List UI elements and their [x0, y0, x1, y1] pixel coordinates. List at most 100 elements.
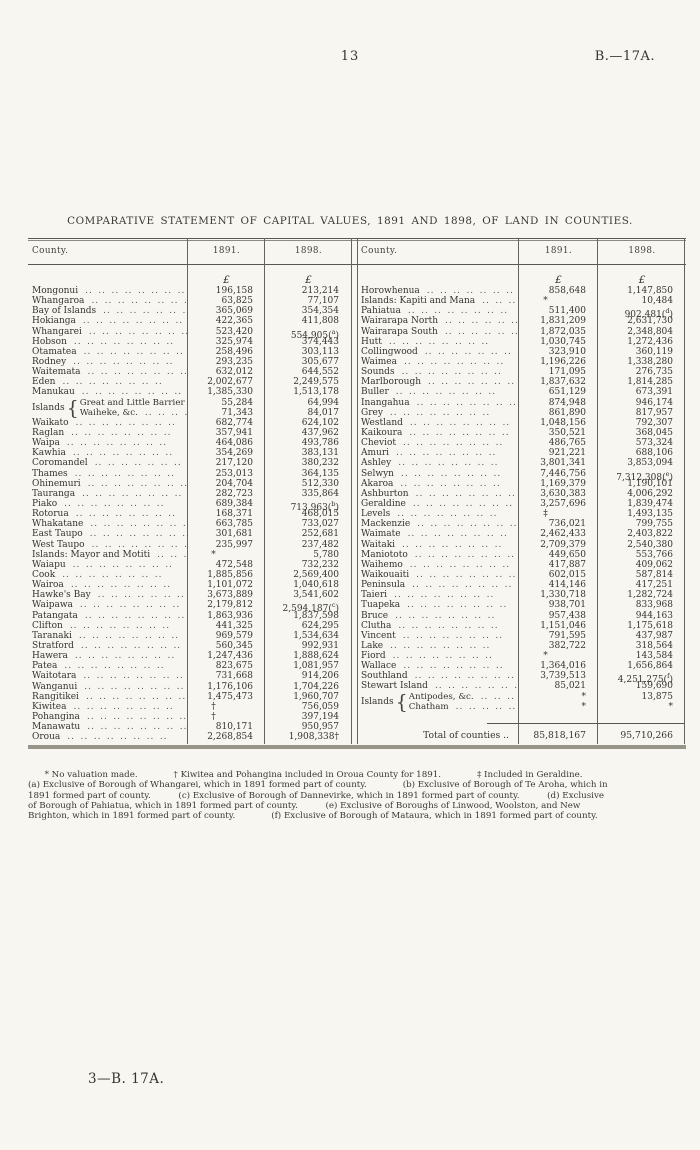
left-rows: Mongonui.. .. .. .. .. .. .. .. 196,158 21…	[28, 286, 352, 742]
table-bottom-rule	[28, 745, 686, 749]
column-divider	[187, 238, 188, 744]
table-row: Waiapu.. .. .. .. .. .. .. .. 472,548 732,…	[32, 559, 339, 570]
table-row: Waimea.. .. .. .. .. .. .. .. 1,196,226 1,…	[361, 356, 673, 367]
page-number: 13	[340, 49, 360, 64]
table-row: Hawke's Bay.. .. .. .. .. .. .. .. 3,673,…	[32, 590, 339, 601]
table-row: Hokianga.. .. .. .. .. .. .. .. 422,365 41…	[32, 316, 339, 327]
doc-reference: B.—17A.	[594, 49, 655, 64]
pound-sign: £	[638, 274, 646, 286]
table-row: Oroua.. .. .. .. .. .. .. .. 2,268,854 1,9…	[32, 732, 339, 743]
table-row: Inangahua.. .. .. .. .. .. .. .. 874,948 9…	[361, 397, 673, 408]
table-row: Piako.. .. .. .. .. .. .. .. 689,384 713,9…	[32, 498, 339, 513]
table-row: Mongonui.. .. .. .. .. .. .. .. 196,158 21…	[32, 286, 339, 296]
table-row: Kiwitea.. .. .. .. .. .. .. .. † 756,059	[32, 701, 339, 712]
table-row: Hutt.. .. .. .. .. .. .. .. 1,030,745 1,27…	[361, 336, 673, 347]
half-divider-right	[357, 238, 358, 744]
table-row: Vincent.. .. .. .. .. .. .. .. 791,595 437…	[361, 630, 673, 641]
table-row: Raglan.. .. .. .. .. .. .. .. 357,941 437,…	[32, 427, 339, 438]
table-row: Manawatu.. .. .. .. .. .. .. .. 810,171 95…	[32, 722, 339, 733]
table-row: Patangata.. .. .. .. .. .. .. .. 1,863,93…	[32, 610, 339, 621]
footnote-line: 1891 formed part of county. (c) Exclusiv…	[28, 790, 604, 801]
table-row: Selwyn.. .. .. .. .. .. .. .. 7,446,756 7,…	[361, 468, 673, 483]
table-header: County. 1891. 1898.	[28, 238, 352, 264]
table-row: Patea.. .. .. .. .. .. .. .. 823,675 1,081…	[32, 661, 339, 672]
total-label: Total of counties ..	[423, 730, 509, 741]
table-row: Waipawa.. .. .. .. .. .. .. .. 2,179,812 2…	[32, 600, 339, 615]
table-row: Waipa.. .. .. .. .. .. .. .. 464,086 493,7…	[32, 438, 339, 449]
table-row: Grey.. .. .. .. .. .. .. .. 861,890 817,95…	[361, 407, 673, 418]
counties-table: County. 1891. 1898. £ £ Mongonui.. .. ..…	[28, 238, 686, 752]
table-group-row: Islands{Antipodes, &c... .. .. .. .. .. …	[361, 691, 673, 712]
table-row: Westland.. .. .. .. .. .. .. .. 1,048,156…	[361, 417, 673, 428]
table-row: Rodney.. .. .. .. .. .. .. .. 293,235 305,…	[32, 356, 339, 367]
table-row: Kawhia.. .. .. .. .. .. .. .. 354,269 383,…	[32, 448, 339, 459]
table-row: Whangarei.. .. .. .. .. .. .. .. 523,420 5…	[32, 326, 339, 341]
table-row: Ohinemuri.. .. .. .. .. .. .. .. 204,704 5…	[32, 478, 339, 489]
table-title: COMPARATIVE STATEMENT OF CAPITAL VALUES,…	[67, 215, 633, 227]
table-row: Bruce.. .. .. .. .. .. .. .. 957,438 944,1…	[361, 610, 673, 621]
year-1898-header: 1898.	[628, 246, 656, 256]
table-row: Peninsula.. .. .. .. .. .. .. .. 414,146 4…	[361, 580, 673, 591]
table-row: Hawera.. .. .. .. .. .. .. .. 1,247,436 1,…	[32, 651, 339, 662]
table-row: Tuapeka.. .. .. .. .. .. .. .. 938,701 833…	[361, 600, 673, 611]
table-row: Ashburton.. .. .. .. .. .. .. .. 3,630,38…	[361, 488, 673, 499]
table-row: Whakatane.. .. .. .. .. .. .. .. 663,785 7…	[32, 519, 339, 530]
county-header: County.	[361, 246, 398, 256]
table-row: West Taupo.. .. .. .. .. .. .. .. 235,997…	[32, 539, 339, 550]
table-right-half: County. 1891. 1898. £ £ Horowhenua.. .. …	[357, 238, 686, 748]
table-row: Sounds.. .. .. .. .. .. .. .. 171,095 276,…	[361, 367, 673, 378]
table-row: Manukau.. .. .. .. .. .. .. .. 1,385,330 1…	[32, 387, 339, 398]
total-rule	[487, 723, 685, 724]
pound-sign: £	[223, 274, 230, 286]
footnote-line: (a) Exclusive of Borough of Whangarei, w…	[28, 780, 608, 791]
right-rows: Horowhenua.. .. .. .. .. .. .. .. 858,648…	[357, 286, 686, 712]
table-row: Pohangina.. .. .. .. .. .. .. .. † 397,194	[32, 711, 339, 722]
table-row: Bay of Islands.. .. .. .. .. .. .. ..365…	[32, 306, 339, 317]
table-row: Kaikoura.. .. .. .. .. .. .. .. 350,521 36…	[361, 427, 673, 438]
table-row: Wairarapa North.. .. .. .. .. .. .. ..1,…	[361, 316, 673, 327]
year-1898-header: 1898.	[294, 246, 323, 256]
table-row: Islands: Mayor and Motiti.. .. .. .. .. …	[32, 549, 339, 560]
table-row: Clifton.. .. .. .. .. .. .. .. 441,325 624…	[32, 620, 339, 631]
footnote-line: Brighton, which in 1891 formed part of c…	[28, 811, 598, 822]
table-row: Wanganui.. .. .. .. .. .. .. .. 1,176,106…	[32, 681, 339, 692]
table-row: Fiord.. .. .. .. .. .. .. .. * 143,584	[361, 651, 673, 662]
table-row: Rotorua.. .. .. .. .. .. .. .. 168,371 468…	[32, 509, 339, 520]
table-row: Waimate.. .. .. .. .. .. .. .. 2,462,433 2…	[361, 529, 673, 540]
table-row: Waitaki.. .. .. .. .. .. .. .. 2,709,379 2…	[361, 539, 673, 550]
table-row: Taieri.. .. .. .. .. .. .. .. 1,330,718 1,…	[361, 590, 673, 601]
table-row: Stewart Island.. .. .. .. .. .. .. ..85,…	[361, 681, 673, 692]
table-left-half: County. 1891. 1898. £ £ Mongonui.. .. ..…	[28, 238, 352, 748]
year-1891-header: 1891.	[544, 246, 573, 256]
county-header: County.	[32, 246, 69, 256]
table-row: Coromandel.. .. .. .. .. .. .. .. 217,120…	[32, 458, 339, 469]
currency-row: £ £	[357, 264, 686, 287]
table-row: Maniototo.. .. .. .. .. .. .. .. 449,650 5…	[361, 549, 673, 560]
table-row: Wallace.. .. .. .. .. .. .. .. 1,364,016 1…	[361, 661, 673, 672]
total-row: Total of counties .. 85,818,167 95,710,2…	[357, 730, 686, 742]
table-row: Southland.. .. .. .. .. .. .. .. 3,739,51…	[361, 671, 673, 686]
brace-glyph: {	[66, 397, 79, 418]
table-row: Pahiatua.. .. .. .. .. .. .. .. 511,400 90…	[361, 306, 673, 321]
column-divider	[264, 238, 265, 744]
table-row: Waikato.. .. .. .. .. .. .. .. 682,774 624…	[32, 417, 339, 428]
currency-row: £ £	[28, 264, 352, 287]
table-row: Cheviot.. .. .. .. .. .. .. .. 486,765 573…	[361, 438, 673, 449]
table-row: Otamatea.. .. .. .. .. .. .. .. 258,496 30…	[32, 346, 339, 357]
table-row: Stratford.. .. .. .. .. .. .. .. 560,345 9…	[32, 640, 339, 651]
table-row: Marlborough.. .. .. .. .. .. .. .. 1,837,…	[361, 377, 673, 388]
table-row: Islands: Kapiti and Mana.. .. .. .. .. .…	[361, 296, 673, 307]
table-row: Rangitikei.. .. .. .. .. .. .. .. 1,475,4…	[32, 691, 339, 702]
table-row: Wairarapa South.. .. .. .. .. .. .. ..1,…	[361, 326, 673, 337]
brace-glyph: {	[395, 691, 408, 712]
half-divider-left	[351, 238, 352, 744]
table-row: Taranaki.. .. .. .. .. .. .. .. 969,579 1,…	[32, 630, 339, 641]
table-row: Collingwood.. .. .. .. .. .. .. .. 323,91…	[361, 346, 673, 357]
footnotes: * No valuation made. † Kiwitea and Pohan…	[28, 770, 688, 821]
table-row: Tauranga.. .. .. .. .. .. .. .. 282,723 33…	[32, 488, 339, 499]
table-row: Amuri.. .. .. .. .. .. .. .. 921,221 688,1…	[361, 448, 673, 459]
table-row: Thames.. .. .. .. .. .. .. .. 253,013 364,…	[32, 468, 339, 479]
table-right-edge	[684, 238, 685, 744]
table-row: East Taupo.. .. .. .. .. .. .. .. 301,681…	[32, 529, 339, 540]
